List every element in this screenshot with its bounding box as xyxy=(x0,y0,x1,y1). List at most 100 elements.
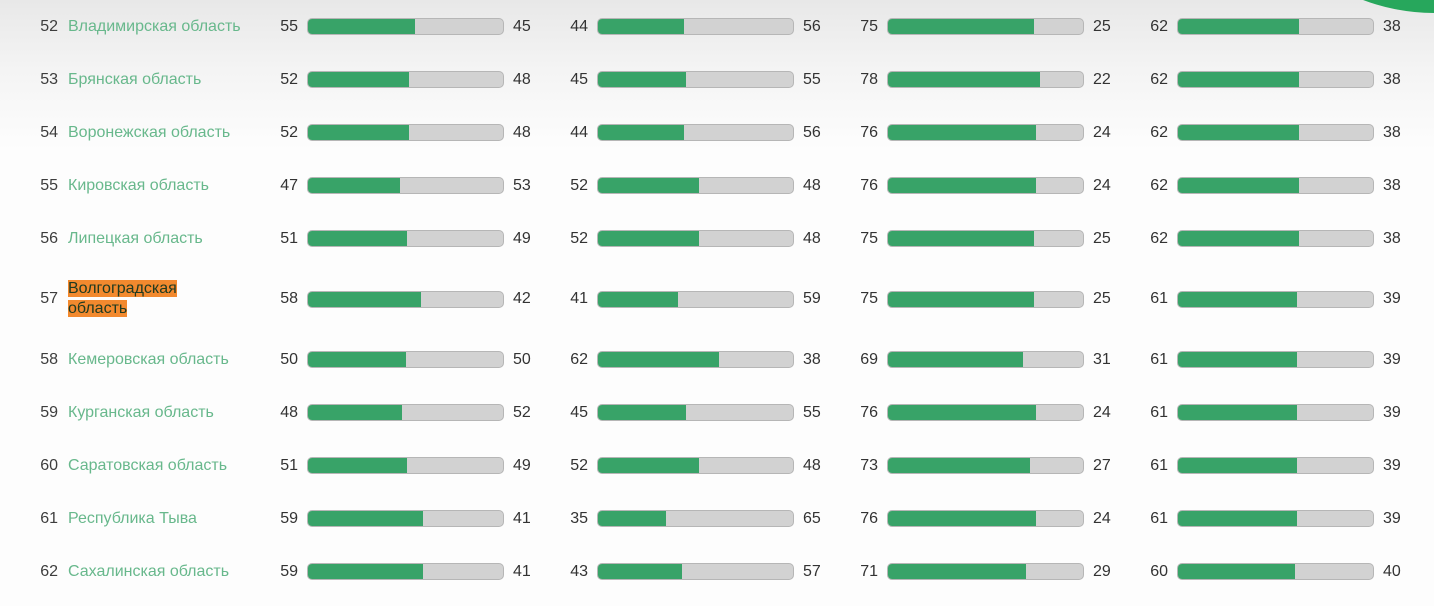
bar-left-value: 47 xyxy=(280,176,298,194)
region-name-link[interactable]: Владимирская область xyxy=(68,17,260,37)
bar-group: 52 48 xyxy=(560,230,831,248)
bar-group: 61 39 xyxy=(1140,510,1411,528)
region-name-wrap: Сахалинская область xyxy=(68,562,260,582)
table-row: 62 Сахалинская область 59 41 43 57 71 29 xyxy=(0,545,1434,598)
bar-track xyxy=(307,563,504,580)
table-row: 59 Курганская область 48 52 45 55 76 24 xyxy=(0,386,1434,439)
bar-left-value: 62 xyxy=(1150,17,1168,35)
bar-fill xyxy=(1178,72,1299,87)
bar-group: 61 39 xyxy=(1140,457,1411,475)
bar-right-value: 57 xyxy=(803,562,821,580)
bar-left-value: 48 xyxy=(280,403,298,421)
bar-track xyxy=(597,18,794,35)
bar-track xyxy=(1177,351,1374,368)
bar-track xyxy=(1177,230,1374,247)
bar-group: 52 48 xyxy=(560,457,831,475)
region-name-link[interactable]: Брянская область xyxy=(68,70,260,90)
bar-track xyxy=(1177,290,1374,308)
bar-group: 76 24 xyxy=(850,510,1121,528)
bar-fill xyxy=(1178,291,1297,307)
bar-fill xyxy=(598,511,667,526)
bar-right-value: 24 xyxy=(1093,403,1111,421)
region-name-link[interactable]: Кировская область xyxy=(68,176,260,196)
region-name-link[interactable]: Волгоградская область xyxy=(68,279,260,319)
bar-left-value: 61 xyxy=(1150,509,1168,527)
bar-track xyxy=(887,177,1084,194)
bar-fill xyxy=(888,125,1037,140)
bar-right-value: 65 xyxy=(803,509,821,527)
region-name-wrap: Брянская область xyxy=(68,70,260,90)
bar-group: 61 39 xyxy=(1140,404,1411,422)
bar-left-value: 62 xyxy=(1150,176,1168,194)
region-name-wrap: Кемеровская область xyxy=(68,350,260,370)
bar-right-value: 38 xyxy=(1383,229,1401,247)
bar-right-value: 45 xyxy=(513,17,531,35)
bar-fill xyxy=(888,458,1031,473)
bar-group: 73 27 xyxy=(850,457,1121,475)
bar-fill xyxy=(1178,458,1297,473)
bar-left-value: 55 xyxy=(280,17,298,35)
bar-track xyxy=(597,124,794,141)
bar-right-value: 49 xyxy=(513,456,531,474)
bar-right-value: 27 xyxy=(1093,456,1111,474)
bar-left-value: 59 xyxy=(280,562,298,580)
bar-left-value: 76 xyxy=(860,176,878,194)
bar-fill xyxy=(888,511,1037,526)
bar-fill xyxy=(598,125,684,140)
region-name-link[interactable]: Сахалинская область xyxy=(68,562,260,582)
bar-track xyxy=(597,290,794,308)
region-name-wrap: Волгоградская область xyxy=(68,279,194,319)
bar-fill xyxy=(888,178,1037,193)
bar-track xyxy=(887,124,1084,141)
bar-group: 44 56 xyxy=(560,124,831,142)
bar-fill xyxy=(308,405,402,420)
region-name-wrap: Курганская область xyxy=(68,403,260,423)
bar-right-value: 48 xyxy=(803,229,821,247)
bar-right-value: 25 xyxy=(1093,17,1111,35)
bar-track xyxy=(887,457,1084,474)
bar-right-value: 38 xyxy=(1383,17,1401,35)
bar-track xyxy=(307,230,504,247)
bar-left-value: 75 xyxy=(860,290,878,307)
bar-right-value: 39 xyxy=(1383,456,1401,474)
bar-fill xyxy=(598,405,686,420)
bar-group: 78 22 xyxy=(850,71,1121,89)
bar-fill xyxy=(888,405,1037,420)
bar-right-value: 55 xyxy=(803,403,821,421)
bar-track xyxy=(887,563,1084,580)
bar-track xyxy=(887,230,1084,247)
bar-track xyxy=(1177,404,1374,421)
rank-number: 60 xyxy=(40,456,58,474)
bar-right-value: 59 xyxy=(803,290,821,307)
bar-fill xyxy=(308,125,410,140)
bar-left-value: 44 xyxy=(570,17,588,35)
region-name-link[interactable]: Республика Тыва xyxy=(68,509,260,529)
bar-track xyxy=(307,457,504,474)
bar-fill xyxy=(308,72,410,87)
bar-group: 55 45 xyxy=(270,18,541,36)
region-name-link[interactable]: Кемеровская область xyxy=(68,350,260,370)
bar-group: 59 41 xyxy=(270,563,541,581)
bar-track xyxy=(597,230,794,247)
bar-right-value: 49 xyxy=(513,229,531,247)
bar-track xyxy=(887,510,1084,527)
bar-fill xyxy=(308,352,406,367)
region-name-link[interactable]: Воронежская область xyxy=(68,123,260,143)
bar-right-value: 48 xyxy=(803,176,821,194)
bar-fill xyxy=(1178,231,1299,246)
bar-left-value: 75 xyxy=(860,17,878,35)
region-name-link[interactable]: Саратовская область xyxy=(68,456,260,476)
region-name-text: Кемеровская область xyxy=(68,350,229,368)
region-name-wrap: Воронежская область xyxy=(68,123,260,143)
bar-left-value: 61 xyxy=(1150,290,1168,307)
bar-group: 62 38 xyxy=(560,351,831,369)
bar-fill xyxy=(598,564,682,579)
region-name-link[interactable]: Липецкая область xyxy=(68,229,260,249)
bar-group: 43 57 xyxy=(560,563,831,581)
bar-track xyxy=(307,177,504,194)
bar-group: 51 49 xyxy=(270,230,541,248)
region-name-link[interactable]: Курганская область xyxy=(68,403,260,423)
bar-group: 62 38 xyxy=(1140,124,1411,142)
bar-fill xyxy=(888,291,1035,307)
